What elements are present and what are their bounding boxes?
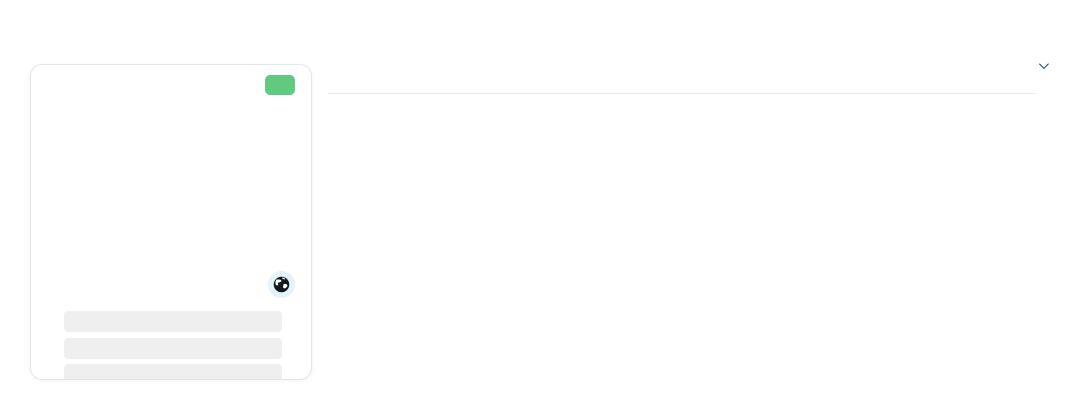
market-share-card bbox=[30, 64, 312, 380]
regional-chart-panel bbox=[328, 55, 1036, 402]
pie-chart bbox=[92, 113, 248, 269]
panel-divider bbox=[328, 93, 1036, 94]
expand-button[interactable] bbox=[265, 75, 295, 95]
bar-chart bbox=[352, 93, 1034, 351]
globe-icon bbox=[273, 276, 290, 293]
chevron-down-icon bbox=[1038, 59, 1049, 70]
region-button-1[interactable] bbox=[64, 311, 282, 332]
region-button-3[interactable] bbox=[64, 364, 282, 379]
region-button-2[interactable] bbox=[64, 338, 282, 359]
globe-button[interactable] bbox=[268, 271, 295, 298]
year-on-year-dropdown[interactable] bbox=[1030, 59, 1049, 70]
